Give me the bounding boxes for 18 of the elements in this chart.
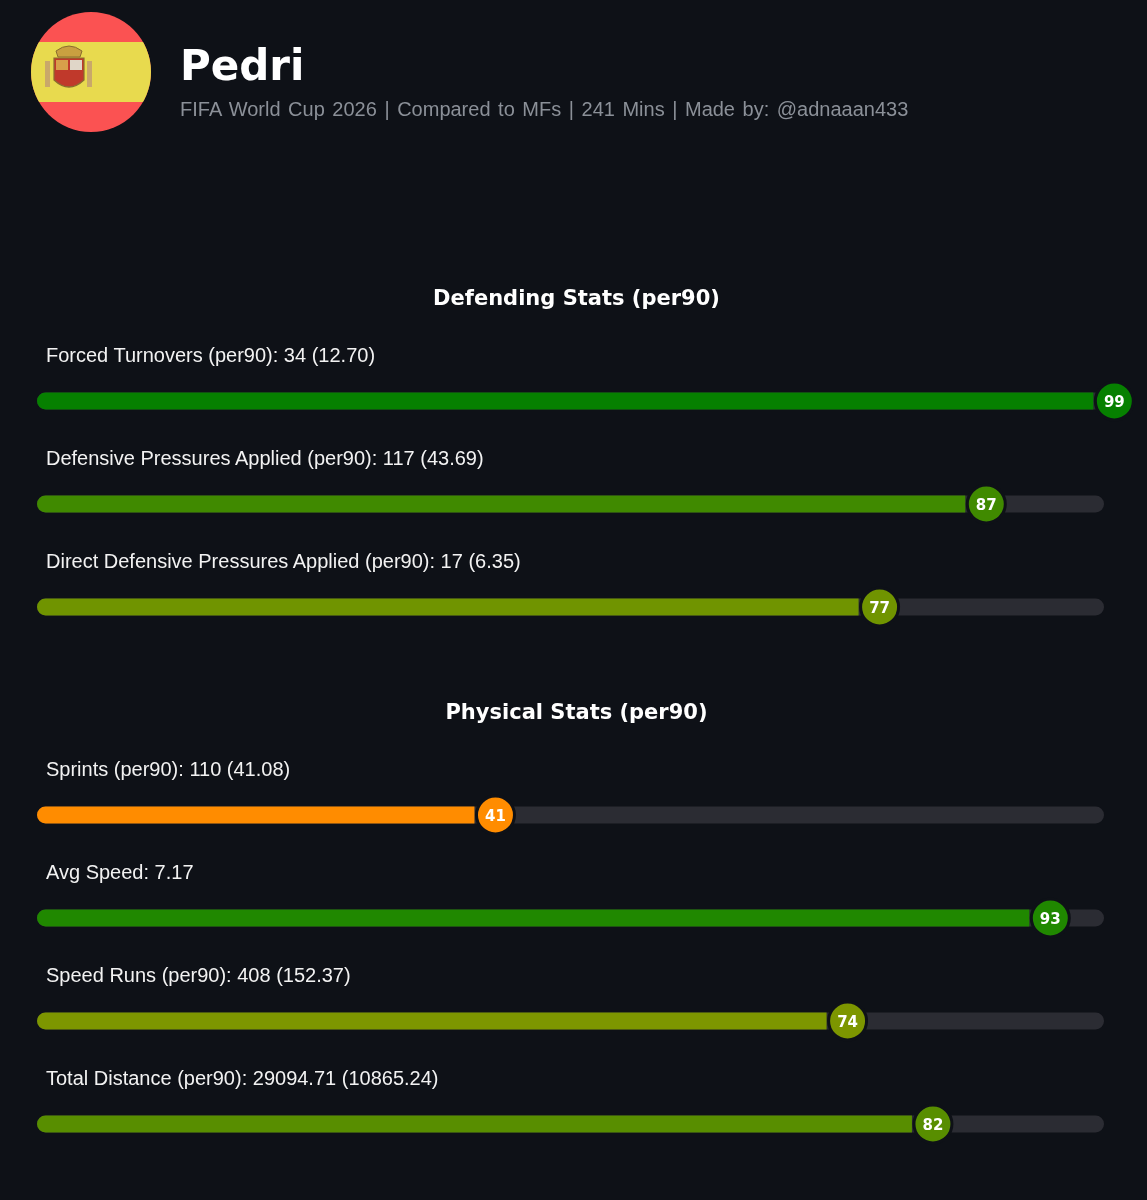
y-tick-label: Defensive Pressures Applied (per90): 117 (43.69)	[46, 447, 484, 469]
data-label: 74	[837, 1012, 859, 1031]
y-tick-label: Speed Runs (per90): 408 (152.37)	[46, 964, 351, 986]
chart-title: Physical Stats (per90)	[445, 700, 708, 724]
text: FIFA World Cup 2026 | Compared to MFs | 241 Mins | Made by: @adnaaan433	[180, 98, 909, 120]
y-tick-label: Forced Turnovers (per90): 34 (12.70)	[46, 344, 376, 366]
y-tick-label: Total Distance (per90): 29094.71 (10865.24)	[46, 1067, 439, 1089]
chart-title: Defending Stats (per90)	[433, 286, 720, 310]
data-label: 82	[922, 1115, 944, 1134]
data-label: 99	[1103, 392, 1125, 411]
data-label: 93	[1039, 909, 1061, 928]
data-label: 41	[485, 806, 506, 825]
y-tick-label: Sprints (per90): 110 (41.08)	[46, 758, 291, 780]
y-tick-label: Avg Speed: 7.17	[46, 861, 194, 883]
text: Pedri	[180, 41, 305, 90]
data-label: 77	[869, 598, 891, 617]
data-label: 87	[975, 495, 997, 514]
y-tick-label: Direct Defensive Pressures Applied (per90): 17 (6.35)	[46, 550, 521, 572]
